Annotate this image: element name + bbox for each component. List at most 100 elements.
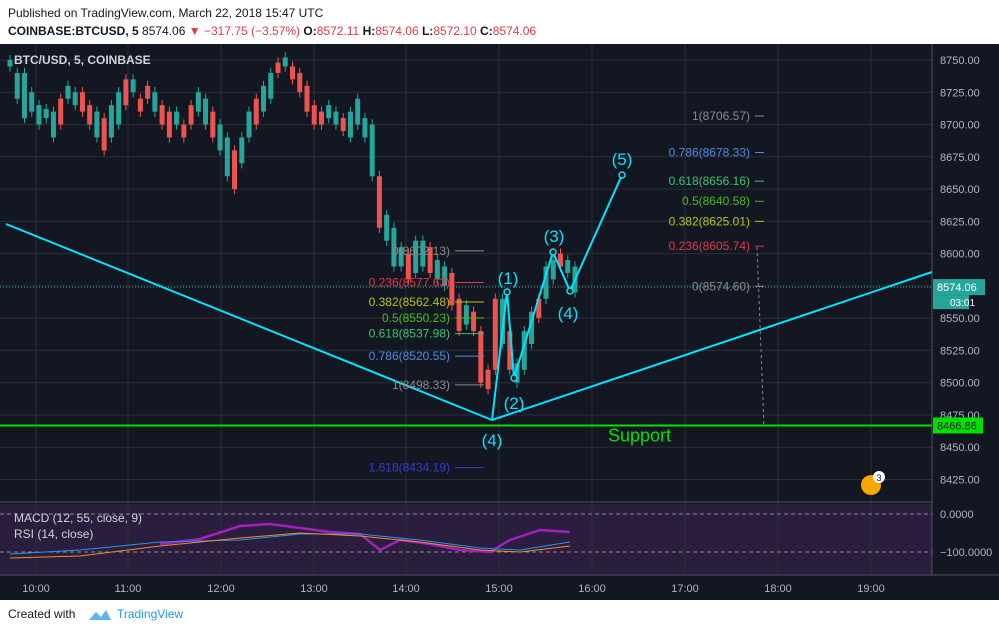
candle-body	[529, 311, 535, 344]
fib-right-label: 0.618(8656.16)	[669, 174, 750, 188]
candle-body	[507, 331, 513, 370]
wave-point	[566, 287, 574, 295]
candle-body	[434, 260, 440, 280]
candle-body	[181, 124, 187, 138]
trendline-right	[491, 271, 933, 421]
indicator-tick: 0.0000	[940, 509, 974, 521]
candle-body	[492, 298, 498, 370]
candle-body	[456, 298, 462, 332]
candle-body	[449, 272, 455, 306]
published-line: Published on TradingView.com, March 22, …	[8, 6, 324, 20]
candle-body	[471, 311, 477, 332]
candle-body	[282, 57, 288, 67]
open-value: 8572.11	[316, 24, 360, 38]
macd-label: MACD (12, 55, close, 9)	[14, 511, 142, 525]
candle-body	[239, 137, 245, 164]
price-tick-label: 8450.00	[940, 442, 980, 454]
wave-point	[618, 171, 626, 179]
candle-body	[217, 124, 223, 151]
last-price-badge	[933, 279, 985, 296]
support-label: Support	[608, 425, 671, 445]
candle-body	[210, 111, 216, 138]
candle-body	[550, 260, 556, 280]
time-tick-label: 19:00	[857, 583, 885, 595]
candle-body	[311, 105, 317, 125]
candle-body	[14, 72, 20, 99]
time-tick-label: 11:00	[115, 583, 142, 595]
fib-right-label: 0.5(8640.58)	[682, 194, 750, 208]
time-tick-label: 16:00	[578, 583, 606, 595]
time-tick-label: 13:00	[300, 583, 328, 595]
wave-point	[510, 374, 518, 382]
created-with-text: Created with	[8, 607, 76, 621]
wave-label: (5)	[612, 150, 633, 169]
candle-body	[29, 92, 35, 112]
candle-body	[326, 105, 332, 119]
chart-canvas[interactable]: 8750.00 8725.00 8700.00 8675.00 8650.00 8625.…	[0, 44, 999, 600]
fib-right-label: 0.236(8605.74)	[669, 239, 750, 253]
low-value: 8572.10	[433, 24, 477, 38]
time-tick-label: 12:00	[207, 583, 235, 595]
candle-body	[123, 79, 129, 106]
fib-right-label: 0.382(8625.01)	[669, 214, 750, 228]
candle-body	[152, 92, 158, 112]
support-axis-label: 8466.86	[937, 420, 977, 432]
candle-body	[384, 214, 390, 241]
fib-right-label: 0(8574.60)	[692, 279, 750, 293]
time-tick-label: 18:00	[764, 583, 792, 595]
event-count: 3	[876, 473, 881, 483]
price-change: ▼ −317.75 (−3.57%)	[188, 24, 301, 38]
candle-body	[275, 62, 281, 73]
wave-path	[491, 174, 623, 421]
price-tick-label: 8525.00	[940, 345, 980, 357]
candle-body	[521, 331, 527, 370]
chart-header: Published on TradingView.com, March 22, …	[0, 0, 999, 44]
candle-body	[50, 111, 56, 138]
fib-left-label: 0.786(8520.55)	[369, 349, 450, 363]
rsi-line	[159, 522, 571, 554]
candle-body	[514, 363, 520, 383]
price-tick-label: 8500.00	[940, 378, 980, 390]
candle-body	[347, 111, 353, 138]
candle-body	[72, 92, 78, 106]
candle-body	[21, 72, 27, 119]
candle-body	[420, 240, 426, 267]
candle-body	[137, 98, 143, 112]
candle-body	[79, 92, 85, 112]
candle-body	[203, 98, 209, 125]
candle-body	[188, 105, 194, 125]
candle-body	[355, 98, 361, 125]
high-label: H:	[362, 24, 376, 38]
candle-body	[159, 105, 165, 125]
time-tick-label: 14:00	[392, 583, 420, 595]
price-tick-label: 8750.00	[940, 55, 980, 67]
price-tick-label: 8425.00	[940, 475, 980, 487]
price-tick-label: 8675.00	[940, 152, 980, 164]
candle-body	[253, 98, 259, 125]
time-tick-label: 17:00	[671, 583, 699, 595]
price-tick-label: 8725.00	[940, 87, 980, 99]
candle-body	[246, 111, 252, 138]
candle-body	[391, 227, 397, 267]
open-label: O:	[303, 24, 317, 38]
candle-body	[318, 111, 324, 125]
candle-body	[108, 105, 114, 138]
wave-label: (3)	[544, 227, 565, 246]
fib-left-label: 0.382(8562.48)	[369, 295, 450, 309]
fib-right-label: 0.786(8678.33)	[669, 146, 750, 160]
signal-line	[9, 532, 571, 559]
candle-body	[478, 331, 484, 383]
fib-left-label: 0.5(8550.23)	[382, 311, 450, 325]
price-tick-label: 8625.00	[940, 216, 980, 228]
tradingview-brand-link[interactable]: TradingView	[117, 607, 184, 621]
candle-body	[101, 118, 107, 151]
candle-body	[261, 85, 267, 112]
candle-body	[166, 111, 172, 138]
candle-body	[290, 66, 295, 80]
candle-body	[427, 247, 433, 273]
fib-right-label: 1(8706.57)	[692, 109, 750, 123]
candle-body	[87, 105, 93, 125]
high-value: 8574.06	[375, 24, 419, 38]
candle-body	[333, 111, 339, 125]
candle-body	[485, 369, 491, 390]
